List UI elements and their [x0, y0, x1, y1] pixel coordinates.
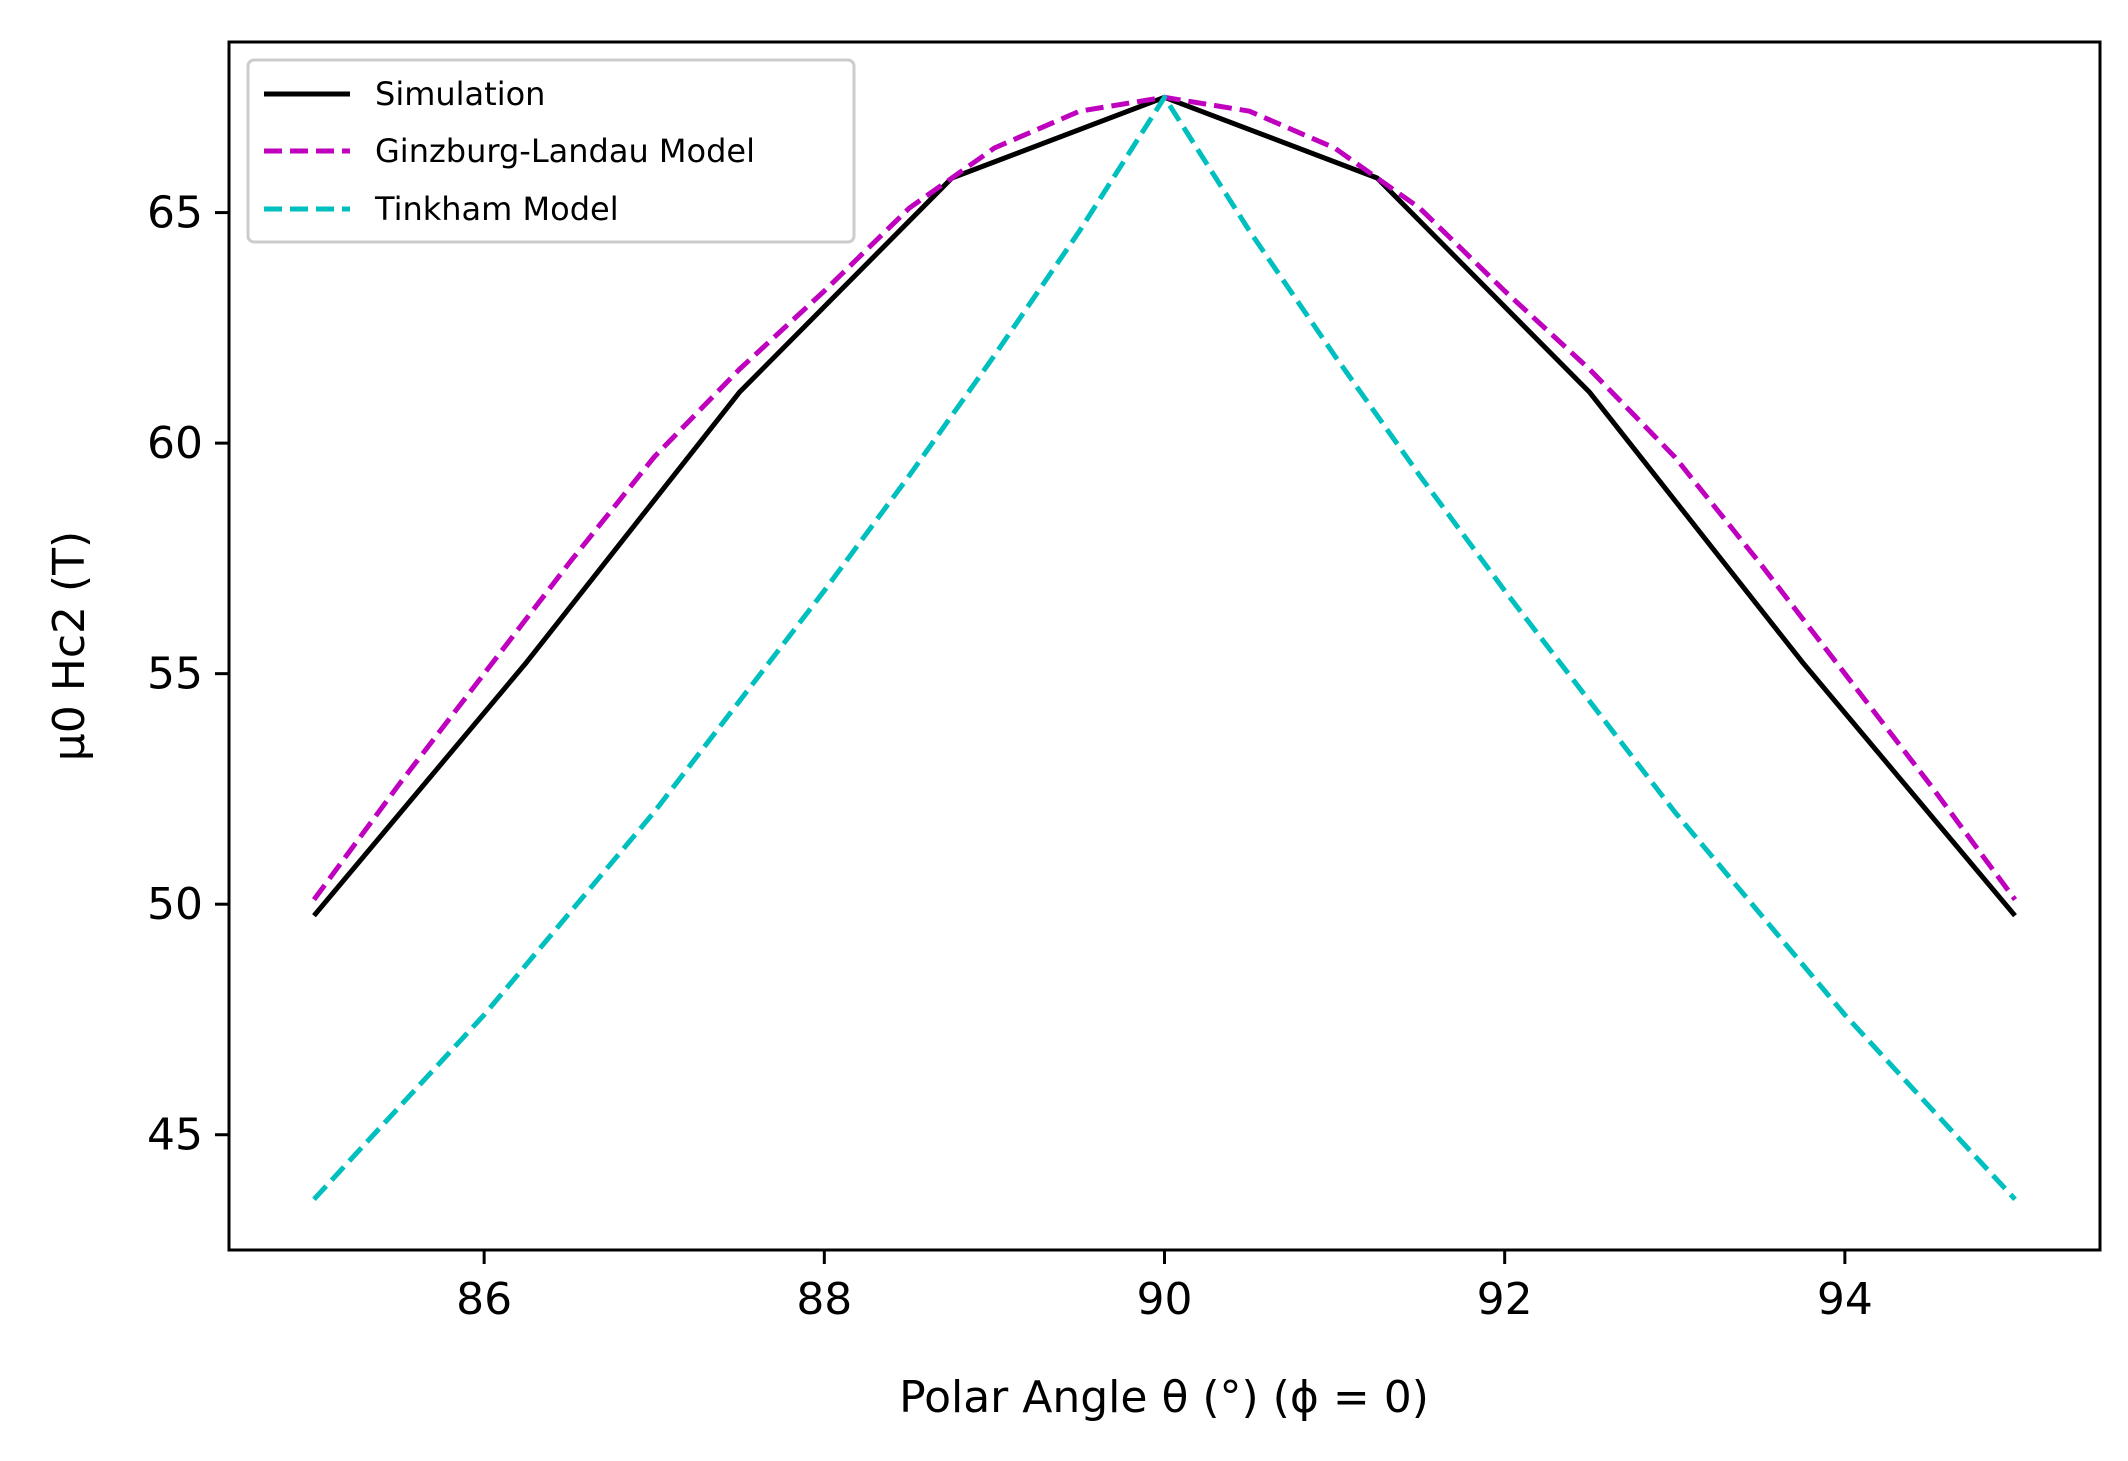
x-axis-label: Polar Angle θ (°) (ϕ = 0)	[899, 1372, 1429, 1423]
x-tick-label: 94	[1817, 1274, 1873, 1325]
y-axis-label: μ0 Hc2 (T)	[44, 531, 95, 761]
x-tick-label: 88	[796, 1274, 852, 1325]
legend-box	[246, 58, 856, 244]
y-tick-label: 65	[147, 188, 203, 239]
y-tick-label: 60	[147, 418, 203, 469]
legend-label-tinkham: Tinkham Model	[374, 190, 619, 228]
y-axis-ticks: 45 50 55 60 65	[147, 188, 229, 1161]
y-tick-label: 50	[147, 879, 203, 930]
y-tick-label: 45	[147, 1110, 203, 1161]
x-tick-label: 86	[456, 1274, 512, 1325]
y-tick-label: 55	[147, 649, 203, 700]
legend-label-ginzburg-landau: Ginzburg-Landau Model	[375, 132, 755, 170]
x-tick-label: 90	[1137, 1274, 1193, 1325]
x-tick-label: 92	[1477, 1274, 1533, 1325]
legend-label-simulation: Simulation	[375, 75, 545, 113]
legend: Simulation Ginzburg-Landau Model Tinkham…	[246, 58, 856, 244]
series-line-tinkham-model	[312, 94, 2017, 1201]
series-layer	[311, 94, 2018, 1201]
x-axis-ticks: 86 88 90 92 94	[456, 1250, 1873, 1325]
